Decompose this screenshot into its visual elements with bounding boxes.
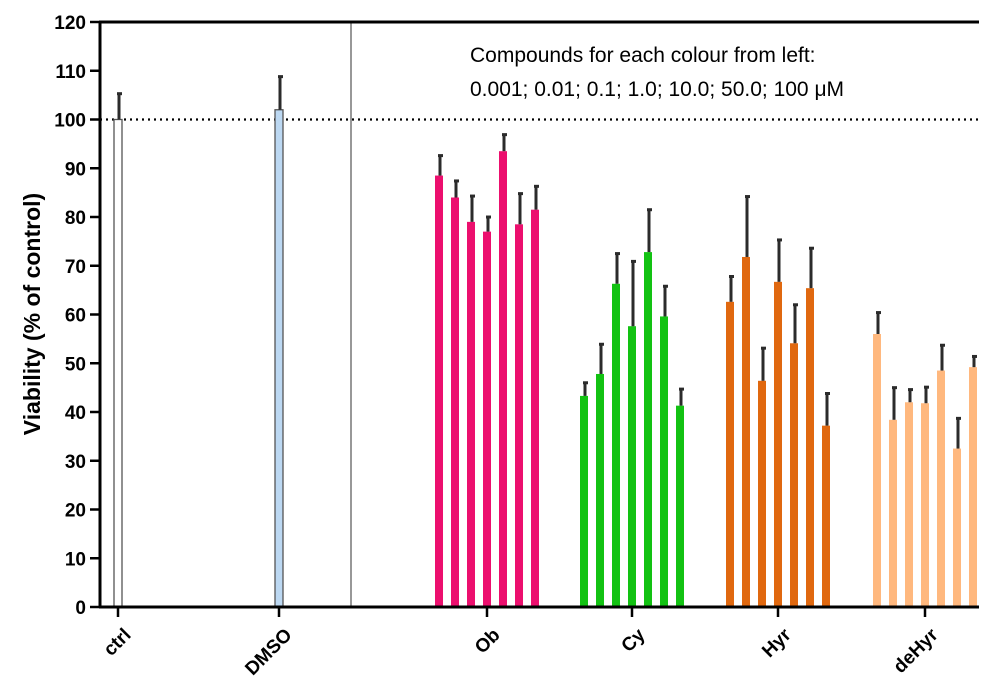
bar-Cy-3 <box>612 283 620 607</box>
y-tick-label-60: 60 <box>65 306 86 327</box>
annotation-line-1: Compounds for each colour from left: <box>470 44 816 67</box>
bar-Hyr-5 <box>790 343 798 607</box>
bar-Ob-5 <box>499 151 507 607</box>
y-tick-label-120: 120 <box>54 13 86 34</box>
bar-deHyr-6 <box>953 448 961 607</box>
y-tick-label-10: 10 <box>65 549 86 570</box>
bar-Ob-4 <box>483 231 491 607</box>
bar-Hyr-1 <box>726 301 734 607</box>
y-tick-label-80: 80 <box>65 208 86 229</box>
bar-Hyr-4 <box>774 281 782 607</box>
x-tick-label-deHyr: deHyr <box>890 624 943 677</box>
y-tick-label-30: 30 <box>65 452 86 473</box>
bar-Ob-3 <box>467 221 475 607</box>
y-axis-label: Viability (% of control) <box>19 193 45 435</box>
bar-Cy-7 <box>676 405 684 607</box>
bar-Ob-6 <box>515 224 523 607</box>
bar-Hyr-2 <box>742 256 750 607</box>
bar-Ob-7 <box>531 209 539 607</box>
bar-Hyr-3 <box>758 380 766 607</box>
y-tick-label-110: 110 <box>55 62 86 83</box>
bar-deHyr-4 <box>921 403 929 607</box>
bar-Ob-1 <box>435 175 443 607</box>
y-tick-label-20: 20 <box>65 501 86 522</box>
bar-deHyr-2 <box>889 419 897 607</box>
y-tick-label-0: 0 <box>75 598 86 619</box>
bar-Hyr-7 <box>822 425 830 607</box>
bar-Cy-6 <box>660 316 668 607</box>
bar-Hyr-6 <box>806 288 814 607</box>
reference-line-layer <box>100 22 979 607</box>
y-tick-label-40: 40 <box>65 403 86 424</box>
x-tick-label-Cy: Cy <box>618 624 650 656</box>
y-tick-label-100: 100 <box>54 111 86 132</box>
bar-Cy-2 <box>596 373 604 607</box>
bar-DMSO-1 <box>274 109 284 608</box>
x-tick-label-ctrl: ctrl <box>100 625 136 661</box>
x-tick-label-Hyr: Hyr <box>758 624 796 662</box>
x-tick-label-DMSO: DMSO <box>241 625 296 680</box>
y-tick-label-90: 90 <box>65 159 86 180</box>
bar-deHyr-3 <box>905 402 913 607</box>
annotation-line-2: 0.001; 0.01; 0.1; 1.0; 10.0; 50.0; 100 μ… <box>470 78 844 101</box>
bar-Ob-2 <box>451 197 459 607</box>
bar-deHyr-1 <box>873 334 881 607</box>
x-tick-label-Ob: Ob <box>471 625 505 659</box>
bar-Cy-1 <box>580 395 588 607</box>
y-tick-label-70: 70 <box>65 257 86 278</box>
y-tick-label-50: 50 <box>65 354 86 375</box>
bar-ctrl-1 <box>113 118 123 608</box>
bar-deHyr-5 <box>937 370 945 607</box>
bars-layer <box>113 75 977 608</box>
bar-Cy-5 <box>644 252 652 607</box>
bar-Cy-4 <box>628 326 636 607</box>
bar-deHyr-7 <box>969 367 977 607</box>
